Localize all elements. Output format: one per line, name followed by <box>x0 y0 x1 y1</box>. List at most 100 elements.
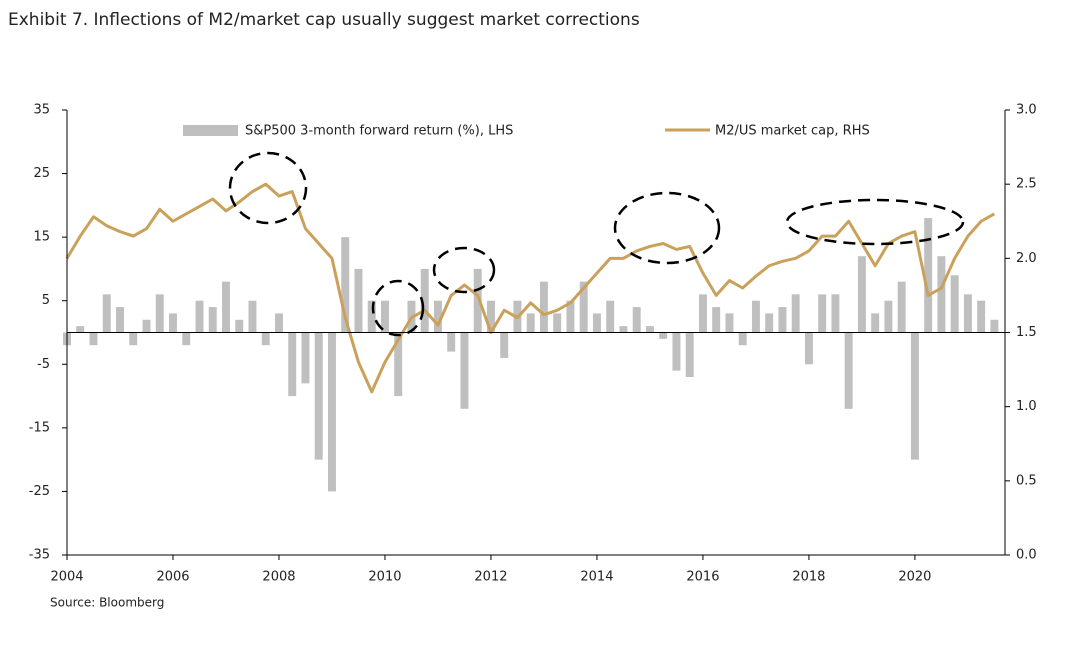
bar <box>500 332 509 358</box>
bar <box>169 313 177 333</box>
bar <box>765 313 774 333</box>
bar <box>460 332 469 409</box>
y2-tick-label: 3.0 <box>1016 103 1037 118</box>
bar <box>553 313 562 333</box>
y2-tick-label: 0.0 <box>1016 548 1037 563</box>
y-tick-label: -35 <box>29 548 50 563</box>
bar <box>116 307 124 333</box>
bar <box>950 275 959 333</box>
bar <box>831 294 840 333</box>
x-tick-label: 2010 <box>368 570 401 585</box>
bar <box>871 313 880 333</box>
bar <box>208 307 217 333</box>
y-tick-label: -5 <box>37 357 50 372</box>
bar <box>645 326 654 333</box>
bar <box>751 300 760 333</box>
bar <box>354 268 363 333</box>
annotation-ellipse <box>785 198 965 246</box>
x-tick-label: 2016 <box>686 570 719 585</box>
bar <box>924 218 933 333</box>
bar <box>486 300 495 333</box>
bar <box>275 313 283 333</box>
bar <box>301 332 310 384</box>
bar <box>129 332 138 346</box>
bar <box>142 319 151 333</box>
bar <box>261 332 270 346</box>
annotations <box>228 151 965 337</box>
bar <box>89 332 98 346</box>
bar <box>327 332 336 492</box>
bar <box>619 326 628 333</box>
bar <box>526 313 535 333</box>
bar <box>367 300 376 333</box>
bar <box>473 268 482 333</box>
y-tick-label: -15 <box>29 420 50 435</box>
bar <box>222 281 230 333</box>
bar <box>990 319 999 333</box>
bar <box>195 300 204 333</box>
bar <box>897 281 906 333</box>
bar <box>155 294 164 333</box>
bar <box>606 300 615 333</box>
bar <box>844 332 853 409</box>
bar <box>288 332 297 397</box>
source: Source: Bloomberg <box>50 596 164 610</box>
bar <box>566 300 575 333</box>
annotation-ellipse <box>228 151 308 225</box>
y-tick-label: 15 <box>33 230 50 245</box>
legend-swatch <box>183 125 238 136</box>
bar <box>433 300 442 333</box>
x-tick-label: 2020 <box>898 570 931 585</box>
bar <box>420 268 429 333</box>
bar <box>910 332 919 460</box>
y2-tick-label: 1.5 <box>1016 325 1037 340</box>
annotation-ellipse <box>613 191 721 265</box>
bar <box>632 307 641 333</box>
y2-tick-label: 2.5 <box>1016 177 1037 192</box>
x-tick-label: 2018 <box>792 570 825 585</box>
y-tick-label: 5 <box>42 293 50 308</box>
legend-label: S&P500 3-month forward return (%), LHS <box>245 124 513 139</box>
x-tick-label: 2012 <box>474 570 507 585</box>
y-tick-label: -25 <box>29 484 50 499</box>
bar <box>592 313 601 333</box>
x-tick-label: 2006 <box>156 570 189 585</box>
bar <box>579 281 588 333</box>
bar <box>884 300 893 333</box>
bar <box>977 300 986 333</box>
bar <box>698 294 707 333</box>
bar <box>248 300 257 333</box>
y2-tick-label: 2.0 <box>1016 251 1037 266</box>
bar <box>659 332 668 339</box>
bar <box>963 294 972 333</box>
bar <box>738 332 747 346</box>
bar <box>235 319 244 333</box>
bar <box>685 332 694 377</box>
line <box>65 182 996 394</box>
x-tick-label: 2014 <box>580 570 613 585</box>
bar <box>341 237 350 333</box>
y2-tick-label: 0.5 <box>1016 473 1037 488</box>
y-tick-label: 25 <box>33 166 50 181</box>
bar <box>937 256 946 333</box>
bar <box>725 313 734 333</box>
chart-title: Exhibit 7. Inflections of M2/market cap … <box>8 10 640 30</box>
bar <box>76 326 85 333</box>
y2-tick-label: 1.0 <box>1016 399 1037 414</box>
annotation-ellipse <box>432 246 496 294</box>
x-tick-label: 2004 <box>50 570 83 585</box>
annotation-ellipse <box>371 279 425 337</box>
bar <box>182 332 191 346</box>
x-tick-label: 2008 <box>262 570 295 585</box>
bar <box>447 332 456 352</box>
y-tick-label: 35 <box>33 103 50 118</box>
bar <box>539 281 548 333</box>
bar <box>857 256 866 333</box>
legend-label: M2/US market cap, RHS <box>715 124 870 139</box>
bar <box>818 294 827 333</box>
bar <box>791 294 800 333</box>
bar <box>102 294 111 333</box>
bar <box>380 300 389 333</box>
bar <box>778 307 787 333</box>
